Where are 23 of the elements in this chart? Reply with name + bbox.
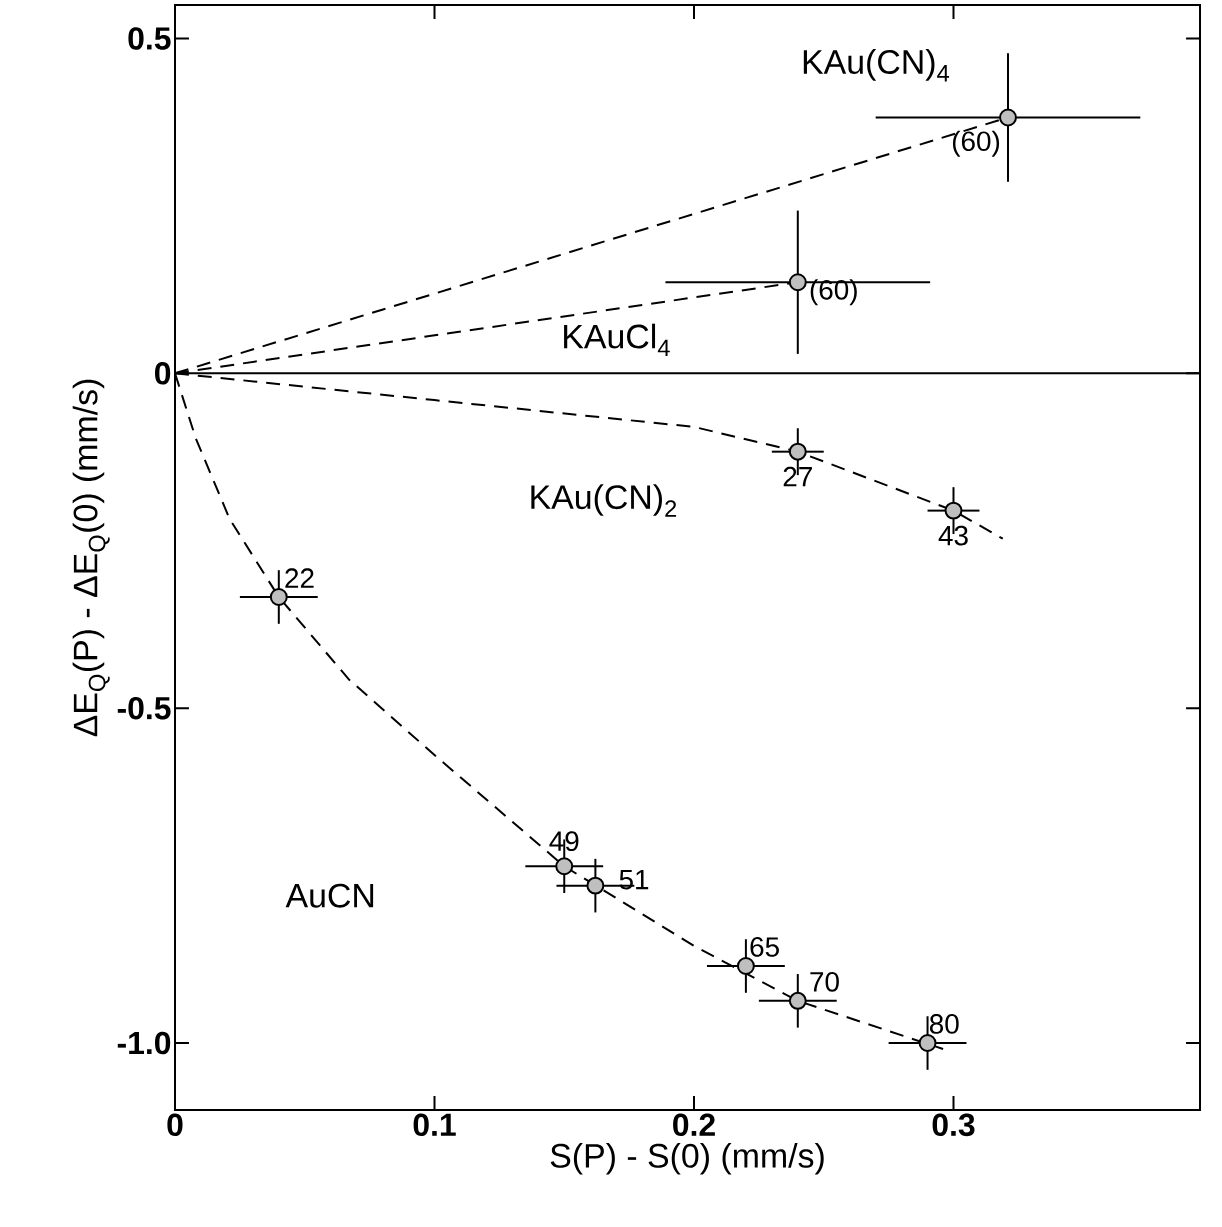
annotation: (60) <box>810 279 857 306</box>
annotation: (60) <box>952 130 1000 157</box>
x-axis-title: S(P) - S(0) (mm/s) <box>550 1142 824 1175</box>
x-tick-label: 0.3 <box>932 1113 975 1137</box>
y-tick-label: 0.5 <box>128 27 171 50</box>
y-tick-label: 0 <box>155 362 171 385</box>
annotation: 80 <box>929 1014 959 1034</box>
annotation: 43 <box>938 525 968 546</box>
y-axis-title: ΔE$_{Q}$(P) - ΔE$_{Q}$(0) (mm/s) <box>72 379 110 737</box>
annotation: KAu(CN)$_{4}$ <box>803 49 950 82</box>
annotation: AuCN <box>285 883 374 908</box>
annotation: 22 <box>285 568 314 588</box>
annotation: KAuCl$_{4}$ <box>564 323 670 356</box>
y-tick-label: -0.5 <box>117 696 171 720</box>
y-tick-label: -1.0 <box>117 1031 171 1055</box>
x-tick-label: 0.1 <box>413 1113 456 1137</box>
annotation: 51 <box>619 869 649 890</box>
annotation: 70 <box>810 971 839 992</box>
annotation: 27 <box>783 466 812 487</box>
annotation: 49 <box>549 831 579 852</box>
annotation: KAu(CN)$_{2}$ <box>531 484 677 517</box>
x-tick-label: 0.2 <box>673 1113 715 1137</box>
annotation: 65 <box>750 937 779 957</box>
